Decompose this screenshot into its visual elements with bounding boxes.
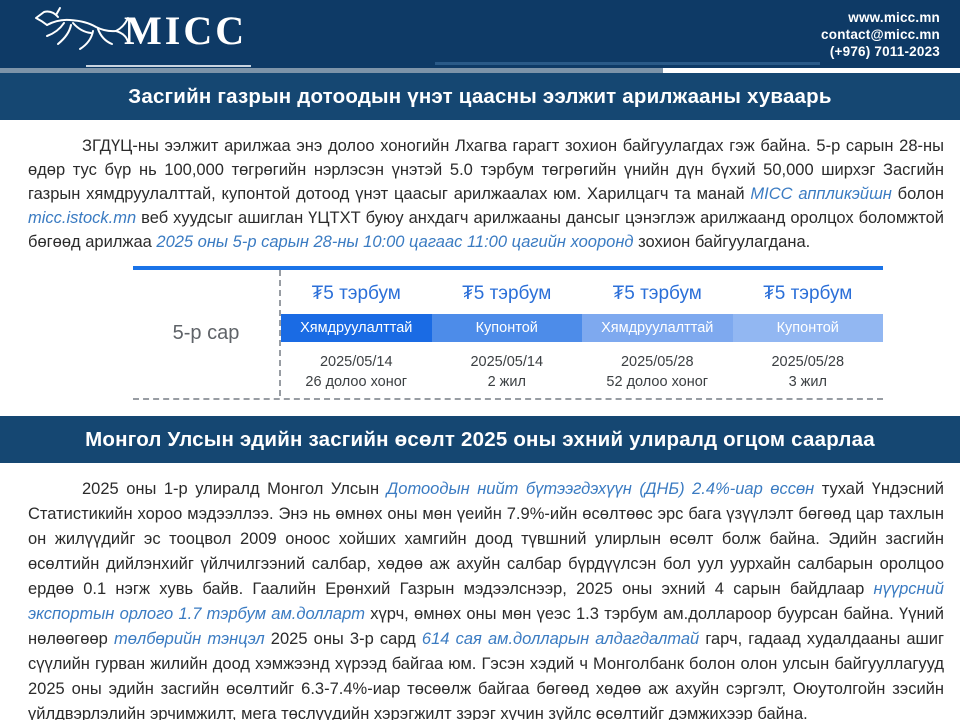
separator-segment-white <box>663 68 960 73</box>
body-text: зохион байгуулагдана. <box>633 233 811 251</box>
accent-text: 614 сая ам.долларын алдагдалтай <box>421 630 700 648</box>
body-text: 2025 оны 3-р сард <box>264 630 422 648</box>
bond-type-badge: Купонтой <box>732 314 883 342</box>
bond-amount: ₮5 тэрбум <box>612 283 702 304</box>
month-label: 5-р сар <box>133 270 281 396</box>
section1-paragraph: ЗГДҮЦ-ны ээлжит арилжаа энэ долоо хоноги… <box>28 134 944 254</box>
bond-detail: 2025/05/28 3 жил <box>733 342 884 396</box>
header-accent-stripe <box>435 62 820 65</box>
body-text: ЗГДҮЦ-ны ээлжит арилжаа энэ долоо хоноги… <box>28 137 944 203</box>
accent-text: 2025 оны 5-р сарын 28-ны 10:00 цагаас 11… <box>156 233 634 251</box>
bond-term: 26 долоо хоног <box>305 374 408 390</box>
micc-logo: MICC <box>26 3 252 67</box>
contact-phone: (+976) 7011-2023 <box>829 43 940 59</box>
bond-amount: ₮5 тэрбум <box>311 283 401 304</box>
bond-detail: 2025/05/14 2 жил <box>432 342 583 396</box>
contact-email: contact@micc.mn <box>821 26 940 42</box>
accent-text: Дотоодын нийт бүтээгдэхүүн (ДНБ) 2.4%-иа… <box>386 480 815 498</box>
section2-paragraph: 2025 оны 1-р улиралд Монгол Улсын Дотоод… <box>28 477 944 720</box>
accent-text: micc.istock.mn <box>28 209 137 227</box>
logo-underline <box>86 65 252 67</box>
section2-body: 2025 оны 1-р улиралд Монгол Улсын Дотоод… <box>0 463 960 720</box>
section1-body: ЗГДҮЦ-ны ээлжит арилжаа энэ долоо хоноги… <box>0 120 960 400</box>
bond-term: 2 жил <box>487 374 526 390</box>
body-text: гарч, гадаад худалдааны ашиг сүүлийн гур… <box>28 630 945 720</box>
horse-logo-icon <box>35 7 129 50</box>
section2-title-bar: Монгол Улсын эдийн засгийн өсөлт 2025 он… <box>0 416 960 463</box>
contact-block: www.micc.mn contact@micc.mn (+976) 7011-… <box>821 9 940 60</box>
bond-term: 3 жил <box>788 374 827 390</box>
header: MICC www.micc.mn contact@micc.mn (+976) … <box>0 0 960 68</box>
body-text: 2025 оны 1-р улиралд Монгол Улсын <box>82 480 387 498</box>
body-text: веб хуудсыг ашиглан ҮЦТХТ буюу анхдагч а… <box>28 209 944 251</box>
bond-date: 2025/05/14 <box>319 354 393 370</box>
bond-date: 2025/05/14 <box>470 354 544 370</box>
bond-amount: ₮5 тэрбум <box>462 283 552 304</box>
body-text: хүрч, өмнөх оны мөн үеэс 1.3 тэрбум ам.д… <box>28 605 944 648</box>
accent-text: нүүрсний экспортын орлого 1.7 тэрбум ам.… <box>28 580 944 623</box>
contact-website: www.micc.mn <box>848 9 940 25</box>
bond-term: 52 долоо хоног <box>606 374 709 390</box>
body-text: болон <box>891 185 944 203</box>
bond-amount: ₮5 тэрбум <box>763 283 853 304</box>
bond-detail: 2025/05/28 52 долоо хоног <box>582 342 733 396</box>
bond-detail: 2025/05/14 26 долоо хоног <box>281 342 432 396</box>
bond-type-badge: Хямдруулалттай <box>582 314 733 342</box>
accent-text: төлбөрийн тэнцэл <box>113 630 265 648</box>
bond-type-badge: Купонтой <box>431 314 582 342</box>
bond-type-badge: Хямдруулалттай <box>281 314 432 342</box>
bond-schedule-table: 5-р сар ₮5 тэрбум ₮5 тэрбум ₮5 тэрбум ₮5… <box>133 266 883 400</box>
logo-text: MICC <box>124 8 248 53</box>
separator-segment-gray <box>0 68 663 73</box>
body-text: тухай Үндэсний Статистикийн хороо мэдээл… <box>28 480 945 598</box>
separator-band <box>0 68 960 73</box>
accent-text: MICC аппликэйшн <box>750 185 892 203</box>
bond-date: 2025/05/28 <box>771 354 845 370</box>
section1-title-bar: Засгийн газрын дотоодын үнэт цаасны ээлж… <box>0 73 960 120</box>
bond-date: 2025/05/28 <box>620 354 694 370</box>
